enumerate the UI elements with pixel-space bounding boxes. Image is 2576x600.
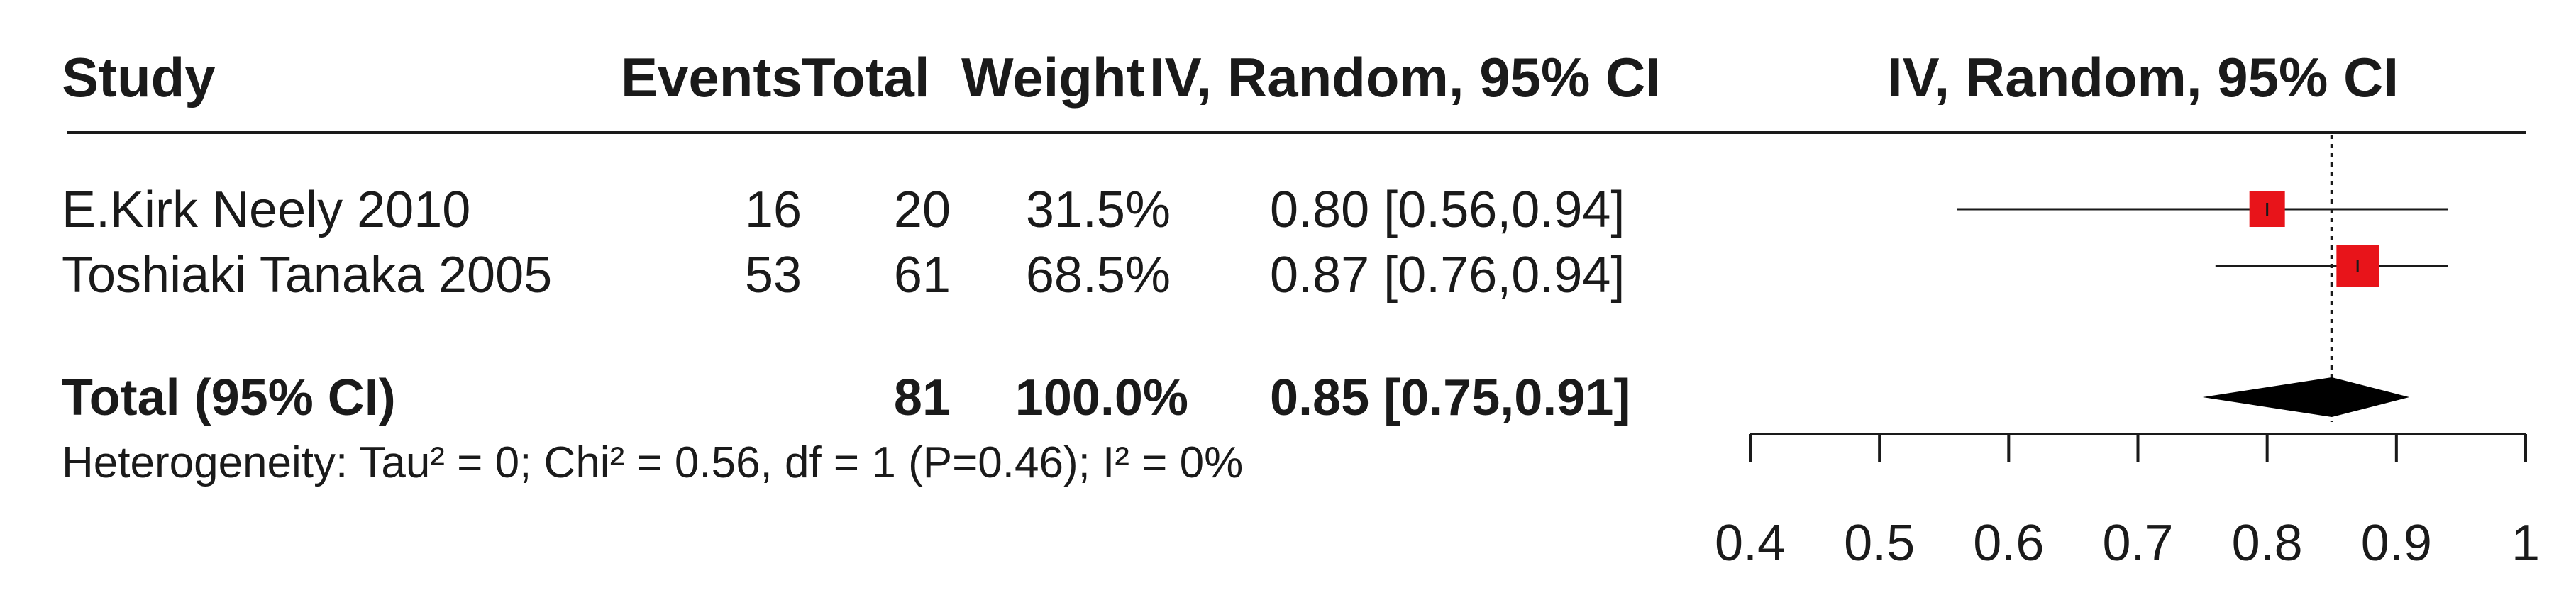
study-total: 20: [893, 182, 951, 238]
study-events: 16: [744, 182, 802, 238]
x-axis-tick-label: 0.8: [2232, 515, 2303, 572]
x-axis-tick-label: 1: [2511, 515, 2540, 572]
x-axis-tick-label: 0.5: [1844, 515, 1915, 572]
study-ci-text: 0.87 [0.76,0.94]: [1270, 247, 1625, 304]
pooled-diamond: [2202, 377, 2410, 417]
study-name: E.Kirk Neely 2010: [62, 182, 471, 238]
x-axis-tick-label: 0.4: [1715, 515, 1786, 572]
header-weight: Weight: [961, 46, 1145, 109]
header-events: Events: [621, 46, 802, 109]
pooled-label: Total (95% CI): [62, 370, 396, 426]
header-study: Study: [62, 46, 216, 109]
x-axis-tick-label: 0.7: [2102, 515, 2173, 572]
study-total: 61: [893, 247, 951, 304]
study-weight: 68.5%: [1025, 247, 1171, 304]
header-effect-ci: IV, Random, 95% CI: [1149, 46, 1662, 109]
header-plot-title: IV, Random, 95% CI: [1887, 46, 2399, 109]
pooled-weight: 100.0%: [1015, 370, 1188, 426]
pooled-total: 81: [893, 370, 951, 426]
header-total: Total: [802, 46, 930, 109]
study-weight: 31.5%: [1025, 182, 1171, 238]
heterogeneity-text: Heterogeneity: Tau² = 0; Chi² = 0.56, df…: [62, 438, 1244, 487]
x-axis-tick-label: 0.9: [2361, 515, 2432, 572]
study-ci-text: 0.80 [0.56,0.94]: [1270, 182, 1625, 238]
x-axis-tick-label: 0.6: [1973, 515, 2044, 572]
pooled-ci-text: 0.85 [0.75,0.91]: [1270, 370, 1631, 426]
study-name: Toshiaki Tanaka 2005: [62, 247, 553, 304]
study-events: 53: [744, 247, 802, 304]
